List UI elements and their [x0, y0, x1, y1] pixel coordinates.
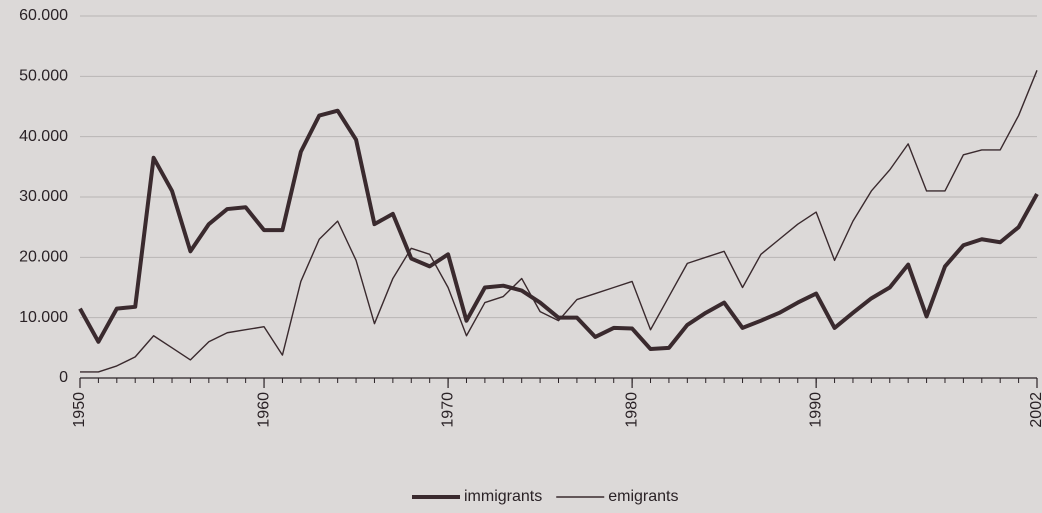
x-tick-label: 1960	[255, 392, 272, 428]
x-tick-label: 1990	[807, 392, 824, 428]
y-tick-label: 10.000	[19, 309, 68, 326]
legend-label: immigrants	[464, 488, 542, 505]
y-tick-label: 20.000	[19, 249, 68, 266]
series-line	[78, 108, 1039, 352]
y-tick-label: 50.000	[19, 68, 68, 85]
x-tick-label: 1980	[623, 392, 640, 428]
y-tick-label: 60.000	[19, 7, 68, 24]
x-tick-label: 2002	[1028, 392, 1042, 428]
x-tick-label: 1970	[439, 392, 456, 428]
y-tick-label: 40.000	[19, 128, 68, 145]
legend-label: emigrants	[608, 488, 678, 505]
y-tick-label: 30.000	[19, 188, 68, 205]
y-tick-label: 0	[59, 369, 68, 386]
series-line	[80, 70, 1038, 373]
x-tick-label: 1950	[71, 392, 88, 428]
